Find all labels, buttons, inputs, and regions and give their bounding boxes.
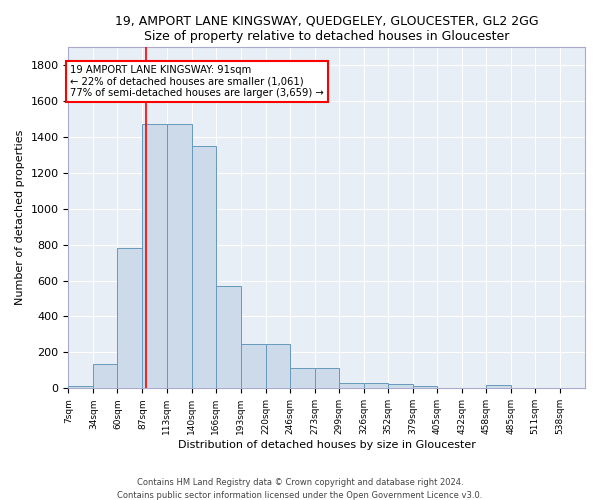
- Bar: [266, 344, 290, 389]
- Bar: [94, 364, 118, 388]
- Bar: [314, 368, 339, 388]
- Bar: [215, 286, 241, 388]
- Text: 19 AMPORT LANE KINGSWAY: 91sqm
← 22% of detached houses are smaller (1,061)
77% : 19 AMPORT LANE KINGSWAY: 91sqm ← 22% of …: [70, 65, 324, 98]
- Bar: [364, 383, 388, 388]
- Text: Contains HM Land Registry data © Crown copyright and database right 2024.
Contai: Contains HM Land Registry data © Crown c…: [118, 478, 482, 500]
- Bar: [142, 124, 167, 388]
- Bar: [290, 368, 314, 388]
- Bar: [339, 383, 364, 388]
- Bar: [388, 384, 413, 388]
- Bar: [486, 385, 511, 388]
- Bar: [191, 146, 215, 388]
- Title: 19, AMPORT LANE KINGSWAY, QUEDGELEY, GLOUCESTER, GL2 2GG
Size of property relati: 19, AMPORT LANE KINGSWAY, QUEDGELEY, GLO…: [115, 15, 539, 43]
- Bar: [413, 386, 437, 388]
- Bar: [118, 248, 142, 388]
- X-axis label: Distribution of detached houses by size in Gloucester: Distribution of detached houses by size …: [178, 440, 476, 450]
- Bar: [68, 386, 94, 388]
- Bar: [241, 344, 266, 389]
- Y-axis label: Number of detached properties: Number of detached properties: [15, 130, 25, 306]
- Bar: [167, 124, 191, 388]
